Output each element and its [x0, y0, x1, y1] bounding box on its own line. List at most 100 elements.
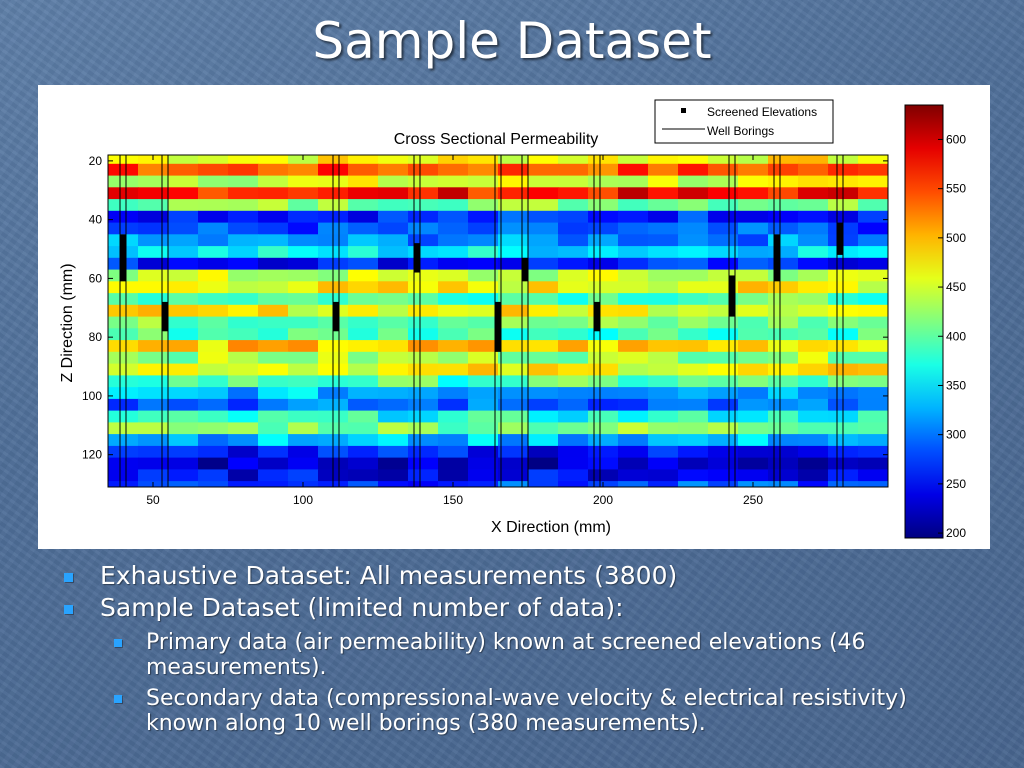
heatmap-cell [798, 222, 829, 235]
heatmap-cell [558, 316, 589, 329]
bullet-item: Exhaustive Dataset: All measurements (38… [60, 560, 960, 592]
heatmap-cell [198, 340, 229, 353]
heatmap-cell [228, 163, 259, 177]
slide-title: Sample Dataset [312, 12, 712, 70]
heatmap-cell [498, 187, 529, 200]
heatmap-cell [858, 281, 888, 294]
heatmap-cell [348, 199, 379, 212]
heatmap-cell [288, 387, 319, 400]
heatmap-cell [528, 281, 559, 294]
heatmap-cell [468, 422, 499, 435]
well-borings [119, 155, 844, 487]
heatmap-cell [738, 269, 769, 282]
heatmap-cell [198, 269, 229, 282]
screened-elevation-marker [593, 301, 601, 332]
heatmap-cell [288, 410, 319, 423]
heatmap-cell [858, 187, 888, 200]
heatmap-cell [678, 199, 709, 212]
colorbar-tick-label: 600 [946, 132, 966, 146]
heatmap-cell [438, 469, 469, 482]
heatmap-cell [588, 457, 619, 470]
heatmap-cell [798, 387, 829, 400]
heatmap-cell [768, 481, 799, 487]
heatmap-cell [258, 281, 289, 294]
heatmap-cell [138, 210, 169, 224]
heatmap-cell [288, 375, 319, 388]
heatmap-cell [378, 234, 409, 247]
heatmap-cell [738, 445, 769, 459]
square-bullet-icon [114, 639, 122, 647]
heatmap-cell [648, 469, 679, 482]
heatmap-cell [108, 410, 139, 423]
heatmap-cell [738, 199, 769, 212]
heatmap-cell [558, 363, 589, 376]
heatmap-cell [468, 269, 499, 282]
heatmap-cell [108, 481, 139, 487]
heatmap-cell [648, 445, 679, 459]
heatmap-cell [228, 481, 259, 487]
heatmap-cell [378, 246, 409, 259]
heatmap-cell [528, 187, 559, 200]
heatmap-cell [708, 422, 739, 435]
heatmap-cell [738, 351, 769, 365]
heatmap-cell [558, 398, 589, 412]
heatmap-cell [588, 316, 619, 329]
heatmap-cell [468, 304, 499, 318]
heatmap-cell [528, 481, 559, 487]
figure-panel: 50 100 150 200 250 20 40 60 80 100 120 Cross Secti… [38, 85, 990, 549]
heatmap-cell [378, 199, 409, 212]
heatmap-cell [618, 422, 649, 435]
heatmap-cell [858, 422, 888, 435]
heatmap-cell [348, 175, 379, 188]
heatmap-cell [678, 398, 709, 412]
heatmap-cell [438, 222, 469, 235]
heatmap-cell [498, 445, 529, 459]
heatmap-cell [858, 340, 888, 353]
heatmap-cell [168, 234, 199, 247]
heatmap-cell [288, 469, 319, 482]
heatmap-cell [558, 187, 589, 200]
heatmap-cell [228, 155, 259, 165]
heatmap-cell [108, 328, 139, 341]
heatmap-cell [438, 457, 469, 470]
heatmap-cell [528, 445, 559, 459]
heatmap-cell [108, 375, 139, 388]
heatmap-cell [588, 434, 619, 447]
heatmap-cell [528, 422, 559, 435]
heatmap-cell [858, 293, 888, 306]
heatmap-cell [618, 363, 649, 376]
heatmap-cell [858, 481, 888, 487]
heatmap-cell [468, 410, 499, 423]
heatmap-cell [228, 410, 259, 423]
heatmap-cell [108, 398, 139, 412]
plot-frame [107, 154, 889, 488]
heatmap-cell [738, 222, 769, 235]
heatmap-cell [198, 257, 229, 271]
heatmap-cell [678, 340, 709, 353]
heatmap-cell [288, 445, 319, 459]
heatmap-cell [858, 163, 888, 177]
heatmap-cell [198, 422, 229, 435]
heatmap-cell [588, 222, 619, 235]
heatmap-cell [348, 481, 379, 487]
heatmap-cell [258, 422, 289, 435]
heatmap-cell [288, 363, 319, 376]
heatmap-cell [168, 269, 199, 282]
heatmap-cell [258, 155, 289, 165]
heatmap-cell [258, 257, 289, 271]
heatmap-cell [198, 175, 229, 188]
heatmap-cell [138, 304, 169, 318]
heatmap-cell [858, 351, 888, 365]
heatmap-cell [618, 175, 649, 188]
heatmap-cell [258, 199, 289, 212]
heatmap-cell [588, 304, 619, 318]
heatmap-cell [768, 163, 799, 177]
heatmap-cell [408, 199, 439, 212]
heatmap-cell [618, 481, 649, 487]
heatmap-cell [528, 155, 559, 165]
heatmap-cell [558, 481, 589, 487]
heatmap-cell [168, 328, 199, 341]
heatmap-cell [648, 187, 679, 200]
heatmap-cell [438, 304, 469, 318]
heatmap-cell [528, 375, 559, 388]
